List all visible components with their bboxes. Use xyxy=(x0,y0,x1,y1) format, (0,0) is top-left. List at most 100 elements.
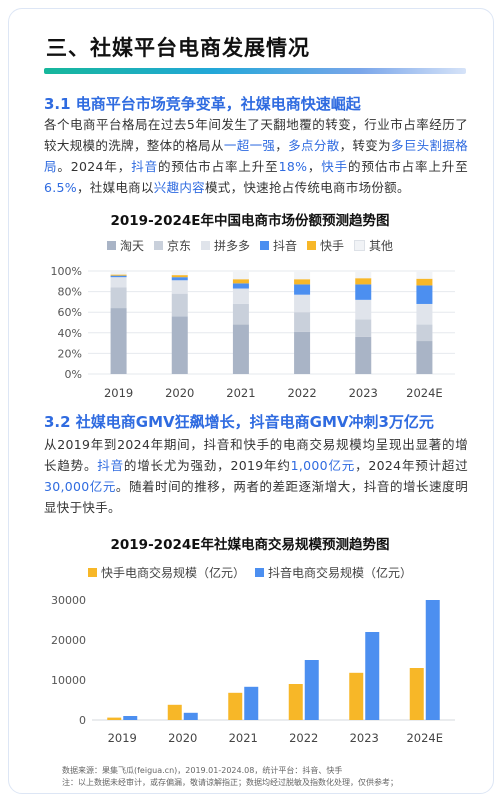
legend-item: 京东 xyxy=(153,237,191,254)
highlight-text: 兴趣内容 xyxy=(153,180,205,195)
legend-item: 快手电商交易规模（亿元） xyxy=(87,564,245,581)
body-text: ， xyxy=(275,138,289,153)
body-text: ，转变为 xyxy=(339,138,391,153)
legend-item: 淘天 xyxy=(106,237,144,254)
highlight-text: 多点分散 xyxy=(288,138,340,153)
bar xyxy=(409,668,424,720)
legend-label: 京东 xyxy=(166,239,191,253)
y-tick-label: 100% xyxy=(51,265,82,278)
x-tick-label: 2021 xyxy=(226,386,255,400)
body-text: ，社媒电商以 xyxy=(76,180,154,195)
chart-1-title: 2019-2024E年中国电商市场份额预测趋势图 xyxy=(110,213,390,229)
bar-segment xyxy=(294,294,311,313)
body-text: 从2019年到2024年期间，抖音和快手的电商交易规模均呈现出显著的增长趋势。 xyxy=(44,437,468,473)
x-tick-label: 2021 xyxy=(229,731,258,745)
bar-segment xyxy=(294,284,311,295)
bar-segment xyxy=(416,271,433,279)
x-tick-label: 2023 xyxy=(349,386,378,400)
bar-segment xyxy=(416,285,433,304)
bar xyxy=(349,672,364,720)
subsection-1-paragraph: 各个电商平台格局在过去5年间发生了天翻地覆的转变，行业市占率经历了较大规模的洗牌… xyxy=(44,114,468,198)
section-title: 三、社媒平台电商发展情况 xyxy=(46,36,310,60)
chart-2-legend: 快手电商交易规模（亿元） 抖音电商交易规模（亿元） xyxy=(0,564,500,581)
body-text: 。随着时间的推移，两者的差距逐渐增大，抖音的增长速度明显快于快手。 xyxy=(44,479,468,515)
y-tick-label: 0% xyxy=(65,368,82,381)
y-tick-label: 20% xyxy=(58,347,82,360)
legend-swatch xyxy=(87,568,97,577)
gmv-chart: 0 10000 20000 30000 2019 2020 2021 2022 2023 2024… xyxy=(51,594,455,745)
bar-segment xyxy=(416,303,433,325)
subsection-1-title: 3.1 电商平台市场竞争变革，社媒电商快速崛起 xyxy=(44,95,361,113)
y-tick-label: 30000 xyxy=(51,594,86,607)
bar-segment xyxy=(171,293,188,317)
highlight-text: 6.5% xyxy=(44,180,77,195)
highlight-text: 抖音 xyxy=(97,458,124,473)
highlight-text: 1,000亿元 xyxy=(290,458,356,473)
y-tick-label: 0 xyxy=(79,714,86,727)
bar-segment xyxy=(294,271,311,280)
bar xyxy=(288,684,303,720)
subsection-2-title: 3.2 社媒电商GMV狂飙增长，抖音电商GMV冲刺3万亿元 xyxy=(44,413,434,431)
legend-swatch xyxy=(307,241,317,250)
y-tick-label: 80% xyxy=(58,286,82,299)
bar-segment xyxy=(232,324,249,374)
bar xyxy=(304,660,319,720)
chart-1-legend: 淘天 京东 拼多多 抖音 快手 其他 xyxy=(0,237,500,254)
bar-segment xyxy=(355,271,372,279)
bar-segment xyxy=(110,277,127,288)
market-share-chart: 0% 20% 40% 60% 80% 100% 2019 2020 2021 2022 2023 20… xyxy=(51,265,455,400)
legend-swatch xyxy=(200,241,210,250)
y-tick-label: 40% xyxy=(58,327,82,340)
y-tick-label: 10000 xyxy=(51,674,86,687)
bar-segment xyxy=(232,283,249,289)
y-tick-label: 20000 xyxy=(51,634,86,647)
section-title-underline xyxy=(44,68,466,74)
bar-segment xyxy=(232,271,249,280)
bar-segment xyxy=(110,274,127,276)
footnote-disclaimer: 注：以上数据未经审计，或存偏漏，敬请谅解指正；数据均经过脱敏及指数化处理，仅供参… xyxy=(62,778,398,787)
legend-swatch xyxy=(260,241,269,250)
body-text: ，2024年预计超过 xyxy=(355,458,469,473)
bar xyxy=(183,712,198,720)
legend-label: 快手电商交易规模（亿元） xyxy=(100,566,245,580)
x-tick-label: 2024E xyxy=(406,731,443,745)
legend-item: 抖音电商交易规模（亿元） xyxy=(255,564,412,581)
bar-segment xyxy=(110,271,127,275)
footnote-source: 数据来源：果集飞瓜(feigua.cn)，2019.01-2024.08，统计平… xyxy=(62,766,343,775)
bar-segment xyxy=(232,288,249,304)
x-tick-label: 2022 xyxy=(289,731,318,745)
subsection-2-paragraph: 从2019年到2024年期间，抖音和快手的电商交易规模均呈现出显著的增长趋势。抖… xyxy=(44,434,468,518)
legend-swatch xyxy=(255,568,264,577)
legend-swatch xyxy=(354,240,366,251)
chart-2-title: 2019-2024E年社媒电商交易规模预测趋势图 xyxy=(110,537,390,553)
bar xyxy=(167,704,182,720)
bar-segment xyxy=(171,271,188,276)
legend-item: 快手 xyxy=(307,237,344,254)
body-text: 各个电商平台格局在过去5年间发生了天翻地覆的转变，行业市占率经历了较大规模的洗牌… xyxy=(44,117,468,153)
highlight-text: 抖音 xyxy=(131,159,158,174)
bar-segment xyxy=(110,308,127,374)
bar-segment xyxy=(171,277,188,281)
bar-segment xyxy=(355,299,372,320)
legend-swatch xyxy=(106,241,116,250)
bar xyxy=(107,717,122,720)
bar-segment xyxy=(294,279,311,285)
x-tick-label: 2024E xyxy=(406,386,443,400)
highlight-text: 30,000亿元 xyxy=(44,479,116,494)
body-text: ， xyxy=(307,159,322,174)
bar-segment xyxy=(171,275,188,278)
legend-swatch xyxy=(153,241,163,250)
highlight-text: 18% xyxy=(278,159,308,174)
x-tick-label: 2020 xyxy=(168,731,197,745)
bar-segment xyxy=(294,312,311,332)
legend-item: 拼多多 xyxy=(200,237,250,254)
body-text: 。2024年， xyxy=(57,159,132,174)
legend-label: 拼多多 xyxy=(213,239,250,253)
y-tick-label: 60% xyxy=(58,306,82,319)
x-tick-label: 2022 xyxy=(287,386,316,400)
bar-segment xyxy=(232,279,249,284)
bar-segment xyxy=(171,316,188,374)
bar xyxy=(228,692,243,720)
bar-segment xyxy=(416,324,433,342)
bar-segment xyxy=(355,336,372,374)
